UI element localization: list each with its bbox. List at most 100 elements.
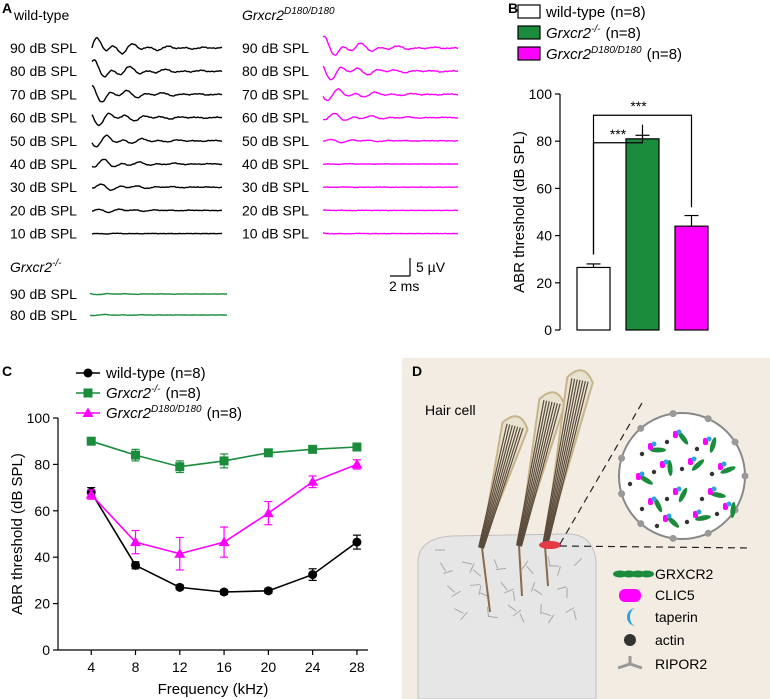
data-point-c: [218, 536, 230, 547]
ytick-label-c: 60: [34, 503, 50, 519]
grxcr2-mark: [695, 515, 711, 521]
data-point-c: [175, 582, 185, 592]
ko-level-label: 80 dB SPL: [10, 307, 77, 323]
wt-trace: [91, 208, 222, 214]
legend-label-d: CLIC5: [655, 587, 695, 603]
scale-bar: 5 µV 2 ms: [389, 258, 446, 294]
legend-c: wild-type (n=8)Grxcr2-/- (n=8)Grxcr2D180/D…: [76, 365, 242, 422]
data-point-c: [174, 548, 186, 558]
legend-label-d: RIPOR2: [655, 656, 707, 672]
cytoskeleton-mark: [460, 611, 468, 621]
cytoskeleton-mark: [478, 584, 482, 596]
legend-grxcr2-icon: [640, 570, 654, 578]
legend-base: wild-type: [105, 365, 165, 382]
legend-swatch-b: [517, 25, 541, 40]
panel-label-c: C: [2, 363, 12, 379]
legend-taperin-icon: [627, 608, 636, 626]
ytick-label-b: 100: [529, 86, 553, 102]
mut-level-label: 40 dB SPL: [242, 156, 309, 172]
legend-sup: D180/D180: [151, 404, 202, 415]
cytoskeleton-mark: [530, 582, 536, 592]
wt-level-label: 60 dB SPL: [10, 110, 77, 126]
mut-level-label: 70 dB SPL: [242, 86, 309, 102]
taperin-mark: [676, 486, 682, 492]
ripor2-node: [669, 534, 677, 542]
cytoskeleton-mark: [533, 588, 543, 596]
cytoskeleton-mark: [512, 609, 522, 617]
cytoskeleton-mark: [451, 590, 461, 598]
ripor2-node: [704, 415, 712, 423]
grxcr2-mark: [639, 475, 653, 485]
grxcr2-mark: [653, 497, 663, 513]
wt-level-label: 70 dB SPL: [10, 86, 77, 102]
chart-c: 0 20 40 60 80 100 4 8 12 16 20 24 28 Frequency (kHz) A…: [9, 410, 368, 698]
ripor2-node: [669, 410, 677, 418]
cytoskeleton-mark: [521, 560, 529, 570]
actin-mark: [639, 451, 645, 457]
data-point-c: [175, 462, 185, 472]
cell-body: [417, 533, 597, 699]
mut-title: Grxcr2D180/D180: [242, 6, 335, 23]
cytoskeleton-mark: [469, 584, 481, 586]
actin-mark: [664, 439, 670, 445]
mut-level-label: 90 dB SPL: [242, 40, 309, 56]
mut-trace: [322, 162, 459, 166]
ko-level-label: 90 dB SPL: [10, 286, 77, 302]
sig-label: ***: [630, 98, 647, 114]
xtick-label-c: 16: [216, 659, 232, 675]
legend-entry-c: wild-type (n=8): [105, 365, 206, 382]
ytick-label-b: 40: [536, 228, 552, 244]
taperin-mark: [666, 513, 672, 519]
actin-mark: [694, 446, 700, 452]
mut-level-label: 50 dB SPL: [242, 133, 309, 149]
mut-level-label: 20 dB SPL: [242, 202, 309, 218]
cytoskeleton-mark: [512, 590, 516, 602]
ytick-label-b: 80: [536, 133, 552, 149]
ytick-label-c: 40: [34, 549, 50, 565]
cytoskeleton-mark: [447, 585, 455, 593]
data-point-c: [131, 450, 140, 460]
xtick-label-c: 24: [305, 659, 321, 675]
cytoskeleton-mark: [507, 604, 517, 612]
cytoskeleton-mark: [526, 565, 534, 575]
actin-filament: [480, 425, 516, 549]
legend-sup: -/-: [591, 24, 601, 35]
cytoskeleton-mark: [574, 558, 582, 566]
grxcr2-mark: [710, 492, 726, 498]
data-point-c: [219, 587, 229, 597]
actin-mark: [654, 523, 660, 529]
legend-base: wild-type: [545, 4, 605, 21]
cytoskeleton-mark: [519, 613, 525, 623]
data-point-c: [130, 536, 141, 547]
abr-traces: 90 dB SPL 80 dB SPL 70 dB SPL 60 dB SPL 50 d…: [10, 35, 459, 323]
legend-sup: D180/D180: [591, 45, 642, 56]
data-point-c: [308, 570, 318, 580]
actin-filament: [542, 378, 573, 546]
taperin-mark: [651, 496, 657, 502]
scale-time: 2 ms: [389, 278, 419, 294]
cytoskeleton-mark: [486, 606, 490, 618]
panel-label-d: D: [412, 363, 422, 379]
legend-marker-c: [83, 388, 93, 398]
data-point-c: [263, 586, 273, 596]
ylabel-b: ABR threshold (dB SPL): [511, 131, 528, 293]
wt-title: wild-type: [13, 7, 69, 23]
ylabel-c: ABR threshold (dB SPL): [9, 453, 26, 615]
actin-filament: [543, 379, 578, 546]
ripor2-node: [618, 454, 626, 462]
legend-base: Grxcr2: [106, 405, 152, 422]
grxcr2-mark: [709, 437, 717, 453]
actin-mark: [679, 466, 685, 472]
data-point-c: [352, 442, 362, 452]
actin-filament: [517, 401, 550, 546]
ytick-label-c: 80: [34, 456, 50, 472]
cytoskeleton-mark: [573, 610, 577, 620]
legend-entry-b: wild-type (n=8): [545, 4, 646, 21]
cytoskeleton-mark: [443, 570, 453, 574]
ripor2-node: [731, 438, 739, 446]
data-point-c: [308, 444, 318, 454]
mut-trace: [322, 65, 459, 81]
data-point-c: [307, 476, 319, 486]
data-point-c: [352, 537, 362, 547]
legend-clic5-icon: [619, 589, 641, 602]
